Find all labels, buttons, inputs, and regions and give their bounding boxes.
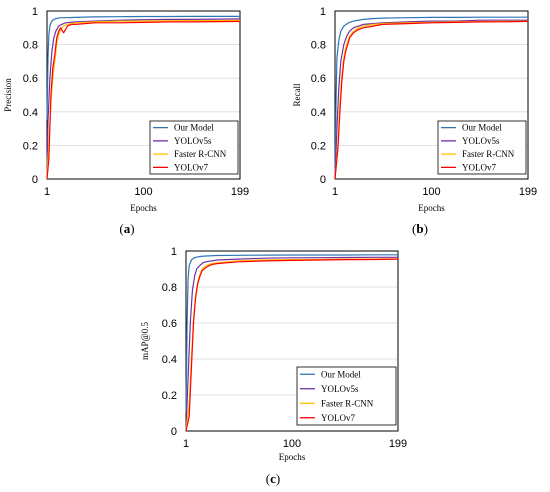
plot-frame bbox=[334, 10, 529, 180]
legend-label: YOLOv7 bbox=[174, 162, 208, 172]
legend-label: YOLOv7 bbox=[321, 413, 355, 423]
y-tick-label: 0.6 bbox=[311, 73, 326, 85]
series-line-2 bbox=[46, 19, 241, 176]
legend-label: Our Model bbox=[321, 369, 361, 379]
x-tick-label: 199 bbox=[389, 438, 407, 450]
chart-panel-a: 0 0.2 0.4 0.6 0.8 1 1 100 199 Epochs Precision Our … bbox=[3, 6, 249, 236]
legend-label: YOLOv5s bbox=[321, 384, 359, 394]
series-line-3 bbox=[185, 258, 399, 432]
legend-label: Our Model bbox=[174, 123, 214, 133]
series-line-1 bbox=[185, 256, 398, 432]
series-line-0 bbox=[334, 16, 528, 180]
y-tick-label: 0.8 bbox=[23, 40, 38, 52]
panel-caption: (b) bbox=[412, 221, 428, 236]
x-axis-title: Epochs bbox=[418, 203, 445, 213]
legend-box bbox=[149, 120, 239, 175]
x-axis-title: Epochs bbox=[279, 452, 306, 462]
legend-label: YOLOv5s bbox=[174, 136, 212, 146]
y-tick-label: 0.4 bbox=[311, 107, 326, 119]
series-line-1 bbox=[334, 19, 528, 180]
y-tick-label: 0 bbox=[320, 174, 326, 186]
y-axis-title: Recall bbox=[292, 83, 302, 106]
x-tick-label: 1 bbox=[332, 186, 338, 198]
y-tick-label: 0.8 bbox=[162, 282, 177, 294]
chart-panel-c: 0 0.2 0.4 0.6 0.8 1 1 100 199 Epochs mAP@0.5 Our Mo… bbox=[140, 246, 407, 486]
x-tick-label: 100 bbox=[422, 186, 440, 198]
legend-label: Faster R-CNN bbox=[321, 398, 374, 408]
y-tick-label: 1 bbox=[320, 6, 326, 18]
legend-label: Faster R-CNN bbox=[174, 149, 227, 159]
y-tick-label: 0.4 bbox=[162, 354, 177, 366]
legend: Our Model YOLOv5s Faster R-CNN YOLOv7 bbox=[149, 120, 239, 175]
series-line-1 bbox=[46, 18, 241, 171]
legend-label: YOLOv7 bbox=[462, 162, 496, 172]
legend-label: Our Model bbox=[462, 123, 502, 133]
y-tick-label: 0.6 bbox=[162, 318, 177, 330]
y-tick-label: 0.8 bbox=[311, 40, 326, 52]
y-tick-label: 0.4 bbox=[23, 107, 38, 119]
y-tick-label: 0.2 bbox=[23, 140, 38, 152]
y-tick-label: 0.6 bbox=[23, 73, 38, 85]
y-axis-title: mAP@0.5 bbox=[140, 321, 150, 360]
y-tick-label: 0 bbox=[171, 426, 177, 438]
y-tick-label: 1 bbox=[32, 6, 38, 18]
legend: Our Model YOLOv5s Faster R-CNN YOLOv7 bbox=[437, 120, 527, 175]
legend: Our Model YOLOv5s Faster R-CNN YOLOv7 bbox=[296, 366, 397, 426]
plot-frame bbox=[185, 250, 399, 432]
x-tick-label: 199 bbox=[519, 186, 537, 198]
y-tick-label: 1 bbox=[171, 246, 177, 258]
panel-caption: (a) bbox=[119, 221, 134, 236]
x-axis-title: Epochs bbox=[130, 203, 157, 213]
series-line-0 bbox=[185, 254, 398, 414]
legend-label: Faster R-CNN bbox=[462, 149, 515, 159]
legend-box bbox=[296, 366, 397, 426]
series-line-3 bbox=[46, 20, 241, 180]
x-tick-label: 1 bbox=[44, 186, 50, 198]
y-tick-label: 0.2 bbox=[311, 140, 326, 152]
x-tick-label: 100 bbox=[283, 438, 301, 450]
legend-box bbox=[437, 120, 527, 175]
chart-panel-b: 0 0.2 0.4 0.6 0.8 1 1 100 199 Epochs Recall Our Mod… bbox=[292, 6, 537, 236]
x-tick-label: 199 bbox=[231, 186, 249, 198]
series-line-0 bbox=[46, 15, 240, 121]
x-tick-label: 100 bbox=[134, 186, 152, 198]
y-axis-title: Precision bbox=[3, 78, 13, 112]
x-tick-label: 1 bbox=[183, 438, 189, 450]
series-line-3 bbox=[334, 20, 529, 180]
y-tick-label: 0 bbox=[32, 174, 38, 186]
panel-caption: (c) bbox=[266, 471, 280, 486]
y-tick-label: 0.2 bbox=[162, 390, 177, 402]
legend-label: YOLOv5s bbox=[462, 136, 500, 146]
